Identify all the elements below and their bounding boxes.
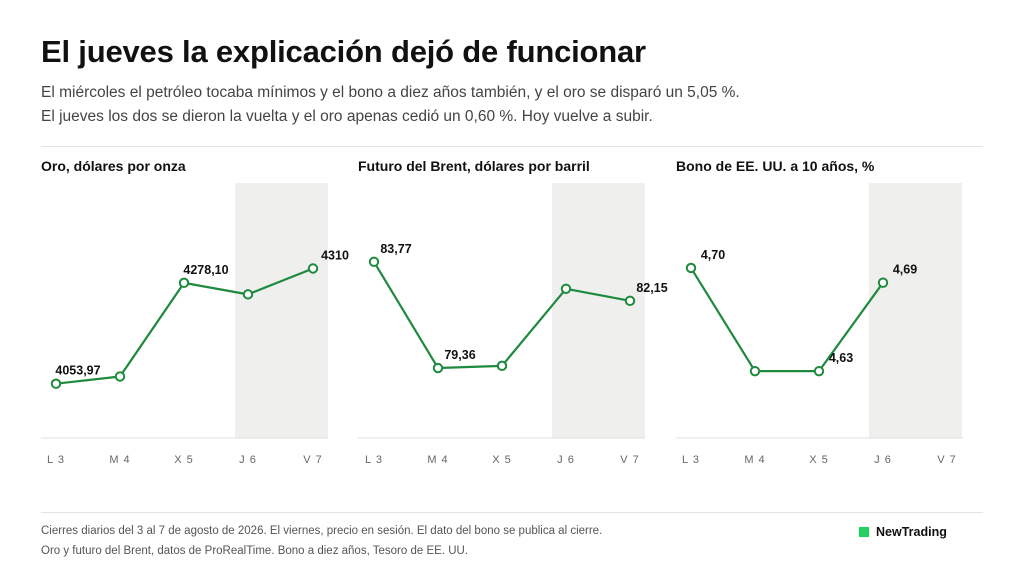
brand-square-icon [859,527,869,537]
subtitle-line-2: El jueves los dos se dieron la vuelta y … [41,108,653,125]
data-point [813,365,825,377]
page-title: El jueves la explicación dejó de funcion… [41,34,646,69]
series-line [690,267,884,373]
x-tick-label: L 3 [682,454,700,466]
data-label: 4,70 [701,248,725,262]
x-tick-label: M 4 [427,454,448,466]
data-point [624,295,636,307]
brand-name: NewTrading [876,525,947,539]
data-point [432,362,444,374]
x-tick-label: V 7 [937,454,957,466]
data-label: 4,69 [893,263,917,277]
x-tick-label: L 3 [47,454,65,466]
data-label: 4278,10 [183,263,228,277]
x-tick-label: J 6 [239,454,257,466]
data-point [242,289,254,300]
x-tick-label: M 4 [744,454,765,466]
footer-source: Oro y futuro del Brent, datos de ProReal… [41,545,468,557]
chart-title-gold: Oro, dólares por onza [41,158,186,174]
data-point [50,378,62,389]
x-tick-label: X 5 [492,454,512,466]
data-point [368,256,380,268]
x-tick-label: V 7 [303,454,323,466]
data-point [307,263,319,274]
x-tick-label: L 3 [365,454,383,466]
data-point [749,365,761,377]
data-label: 4053,97 [55,364,100,378]
top-divider [41,146,983,147]
bottom-divider [41,512,983,513]
data-label: 83,77 [380,242,411,256]
data-label: 79,36 [444,348,475,362]
brand-logo: NewTrading [859,525,947,539]
x-tick-label: M 4 [109,454,130,466]
chart-title-brent: Futuro del Brent, dólares por barril [358,158,590,174]
highlight-band [235,183,328,438]
data-point [560,283,572,294]
x-tick-label: J 6 [557,454,575,466]
highlight-band [869,183,962,438]
data-label: 82,15 [636,281,667,295]
data-label: 4,63 [829,351,853,365]
x-tick-label: J 6 [874,454,892,466]
data-point [877,277,889,288]
data-label: 4310 [321,249,349,263]
data-point [114,371,126,382]
footer-note: Cierres diarios del 3 al 7 de agosto de … [41,525,603,537]
subtitle-line-1: El miércoles el petróleo tocaba mínimos … [41,84,740,101]
x-tick-label: X 5 [809,454,829,466]
data-point [178,277,190,289]
highlight-band [552,183,645,438]
data-point [685,262,697,274]
x-tick-label: X 5 [174,454,194,466]
chart-title-bond: Bono de EE. UU. a 10 años, % [676,158,875,174]
x-tick-label: V 7 [620,454,640,466]
data-point [496,360,508,372]
